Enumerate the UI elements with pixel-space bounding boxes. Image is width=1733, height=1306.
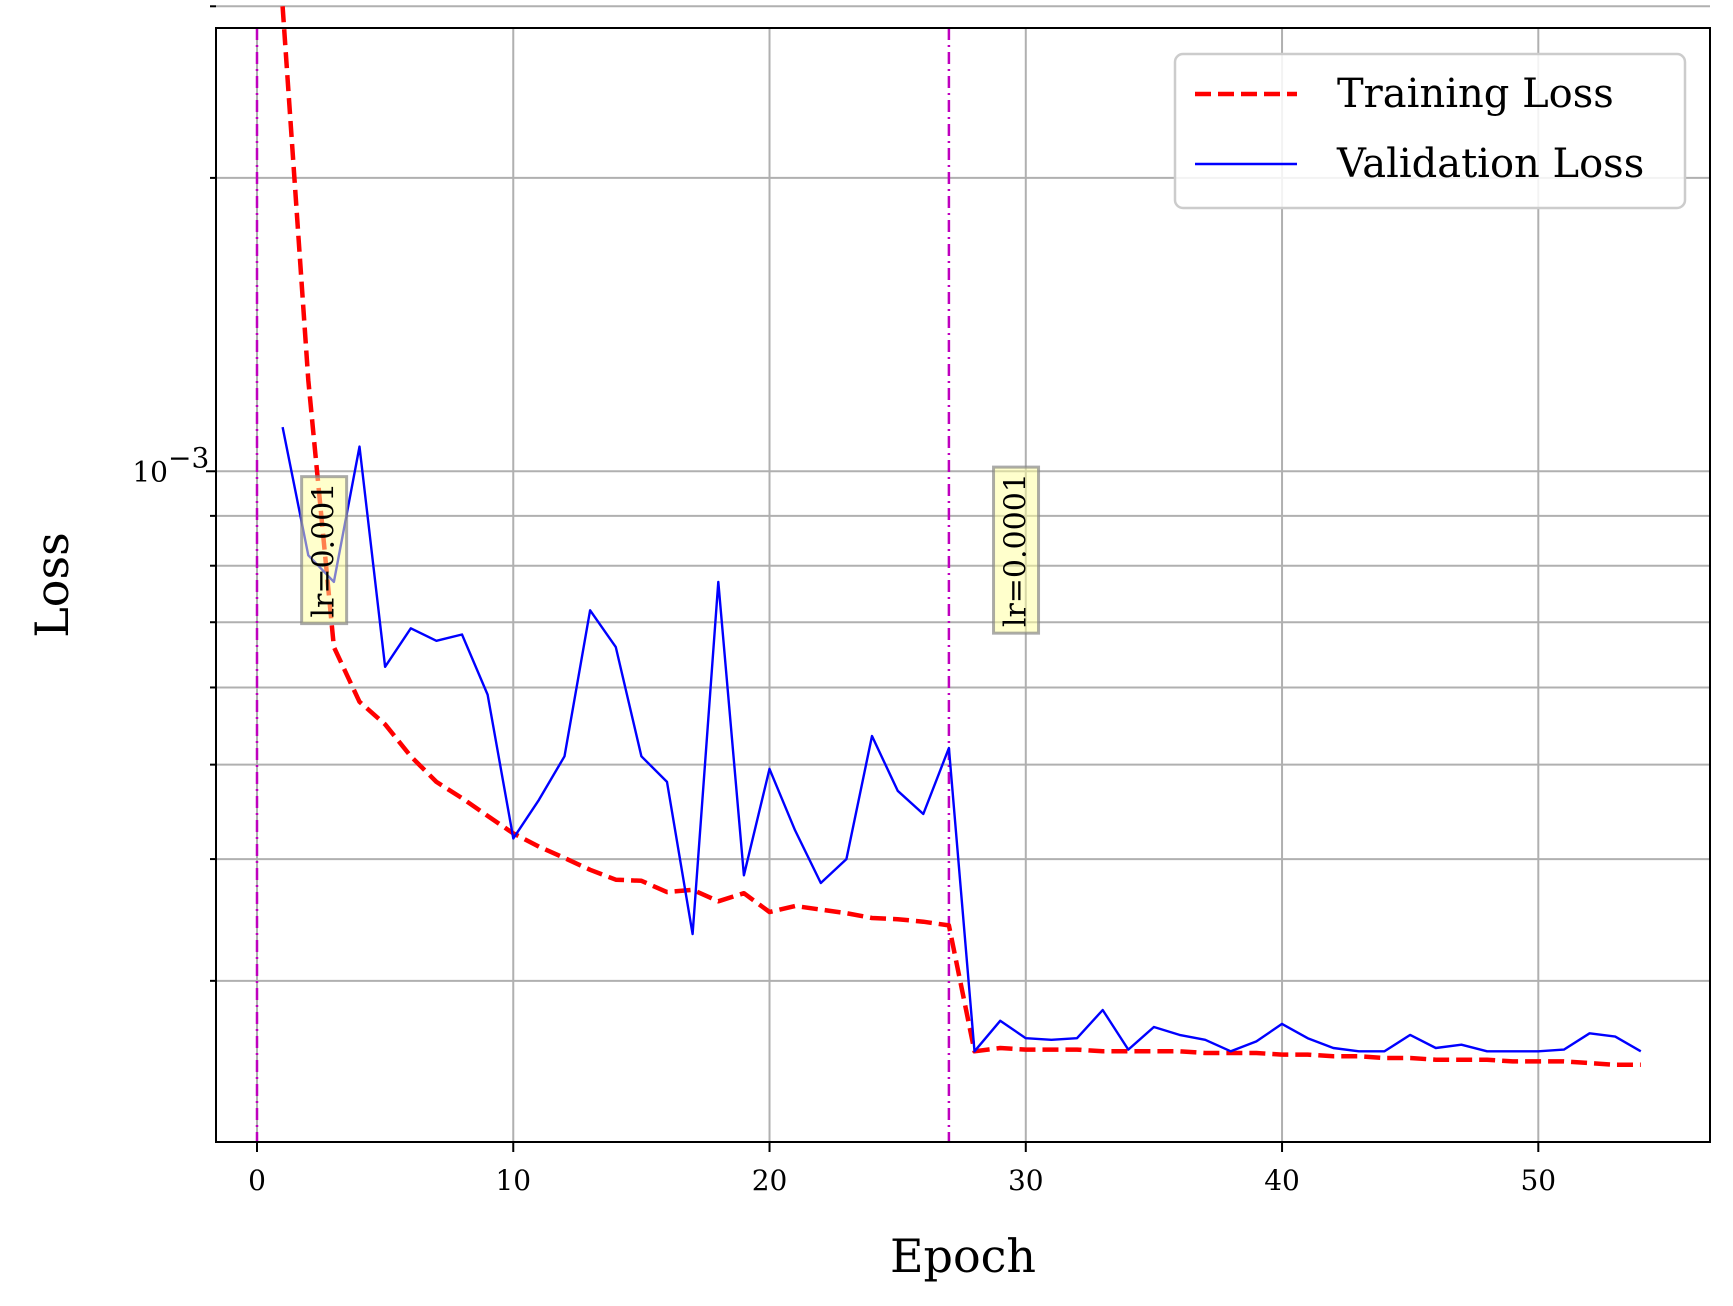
y-tick-label-exponent: −3 <box>168 441 209 474</box>
x-tick-label: 30 <box>1008 1164 1044 1197</box>
vertical-markers <box>255 28 951 1142</box>
x-axis-label: Epoch <box>890 1229 1036 1283</box>
legend-label: Training Loss <box>1337 71 1614 117</box>
x-tick-label: 40 <box>1264 1164 1300 1197</box>
x-tick-label: 0 <box>248 1164 266 1197</box>
legend-box <box>1173 52 1687 210</box>
lr-annotation-text: lr=0.001 <box>307 483 342 618</box>
training-loss-line <box>280 6 1641 1068</box>
lr-annotation-box <box>992 465 1041 635</box>
lr-annotation-box <box>300 475 349 626</box>
validation-loss-line <box>281 426 1642 1053</box>
grid-lines <box>216 5 1710 1142</box>
y-axis-label: Loss <box>25 532 79 637</box>
x-tick-label: 10 <box>495 1164 531 1197</box>
lr-annotation: lr=0.001 <box>300 475 349 626</box>
series-lines <box>280 6 1642 1068</box>
legend-label: Validation Loss <box>1336 141 1644 187</box>
lr-annotation: lr=0.0001 <box>992 465 1041 635</box>
y-tick-label-base: 10 <box>132 455 168 488</box>
lr-annotations: lr=0.001 lr=0.0001 <box>300 465 1041 635</box>
x-tick-label: 50 <box>1520 1164 1556 1197</box>
legend: Training Loss Validation Loss <box>1173 52 1687 210</box>
plot-frame <box>215 27 1711 1143</box>
x-tick-label: 20 <box>752 1164 788 1197</box>
lr-annotation-text: lr=0.0001 <box>999 473 1034 627</box>
